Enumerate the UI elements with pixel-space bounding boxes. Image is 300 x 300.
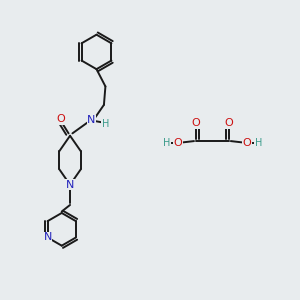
Text: N: N [87, 115, 96, 125]
Text: H: H [255, 138, 262, 148]
Text: N: N [44, 232, 52, 242]
Text: H: H [163, 138, 170, 148]
Text: O: O [224, 118, 233, 128]
Text: O: O [242, 138, 251, 148]
Text: H: H [102, 119, 110, 129]
Text: N: N [66, 180, 74, 190]
Text: O: O [192, 118, 200, 128]
Text: O: O [174, 138, 183, 148]
Text: O: O [57, 114, 65, 124]
